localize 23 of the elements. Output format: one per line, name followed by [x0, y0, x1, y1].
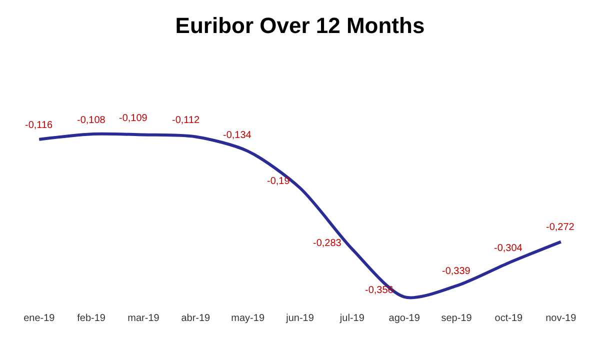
data-label: -0,108 [77, 115, 106, 126]
x-tick-label: feb-19 [77, 313, 106, 324]
x-tick-label: ene-19 [24, 313, 56, 324]
data-label: -0,283 [313, 238, 342, 249]
x-tick-label: jul-19 [338, 313, 365, 324]
data-label: -0,112 [172, 115, 200, 126]
data-label: -0,134 [223, 130, 252, 141]
data-label: -0,19 [267, 176, 290, 187]
x-tick-label: mar-19 [128, 313, 160, 324]
x-tick-label: oct-19 [494, 313, 524, 324]
data-label: -0,356 [365, 285, 394, 296]
x-tick-label: abr-19 [181, 313, 211, 324]
data-label: -0,272 [546, 222, 575, 233]
x-tick-label: jun-19 [285, 313, 314, 324]
x-tick-label: may-19 [231, 313, 265, 324]
data-label: -0,304 [494, 243, 523, 254]
x-tick-label: nov-19 [546, 313, 577, 324]
data-label: -0,116 [25, 120, 54, 131]
x-tick-label: ago-19 [388, 313, 420, 324]
x-tick-label: sep-19 [441, 313, 472, 324]
data-label: -0,339 [442, 266, 471, 277]
data-label: -0,109 [119, 113, 148, 124]
chart-title: Euribor Over 12 Months [175, 12, 425, 38]
